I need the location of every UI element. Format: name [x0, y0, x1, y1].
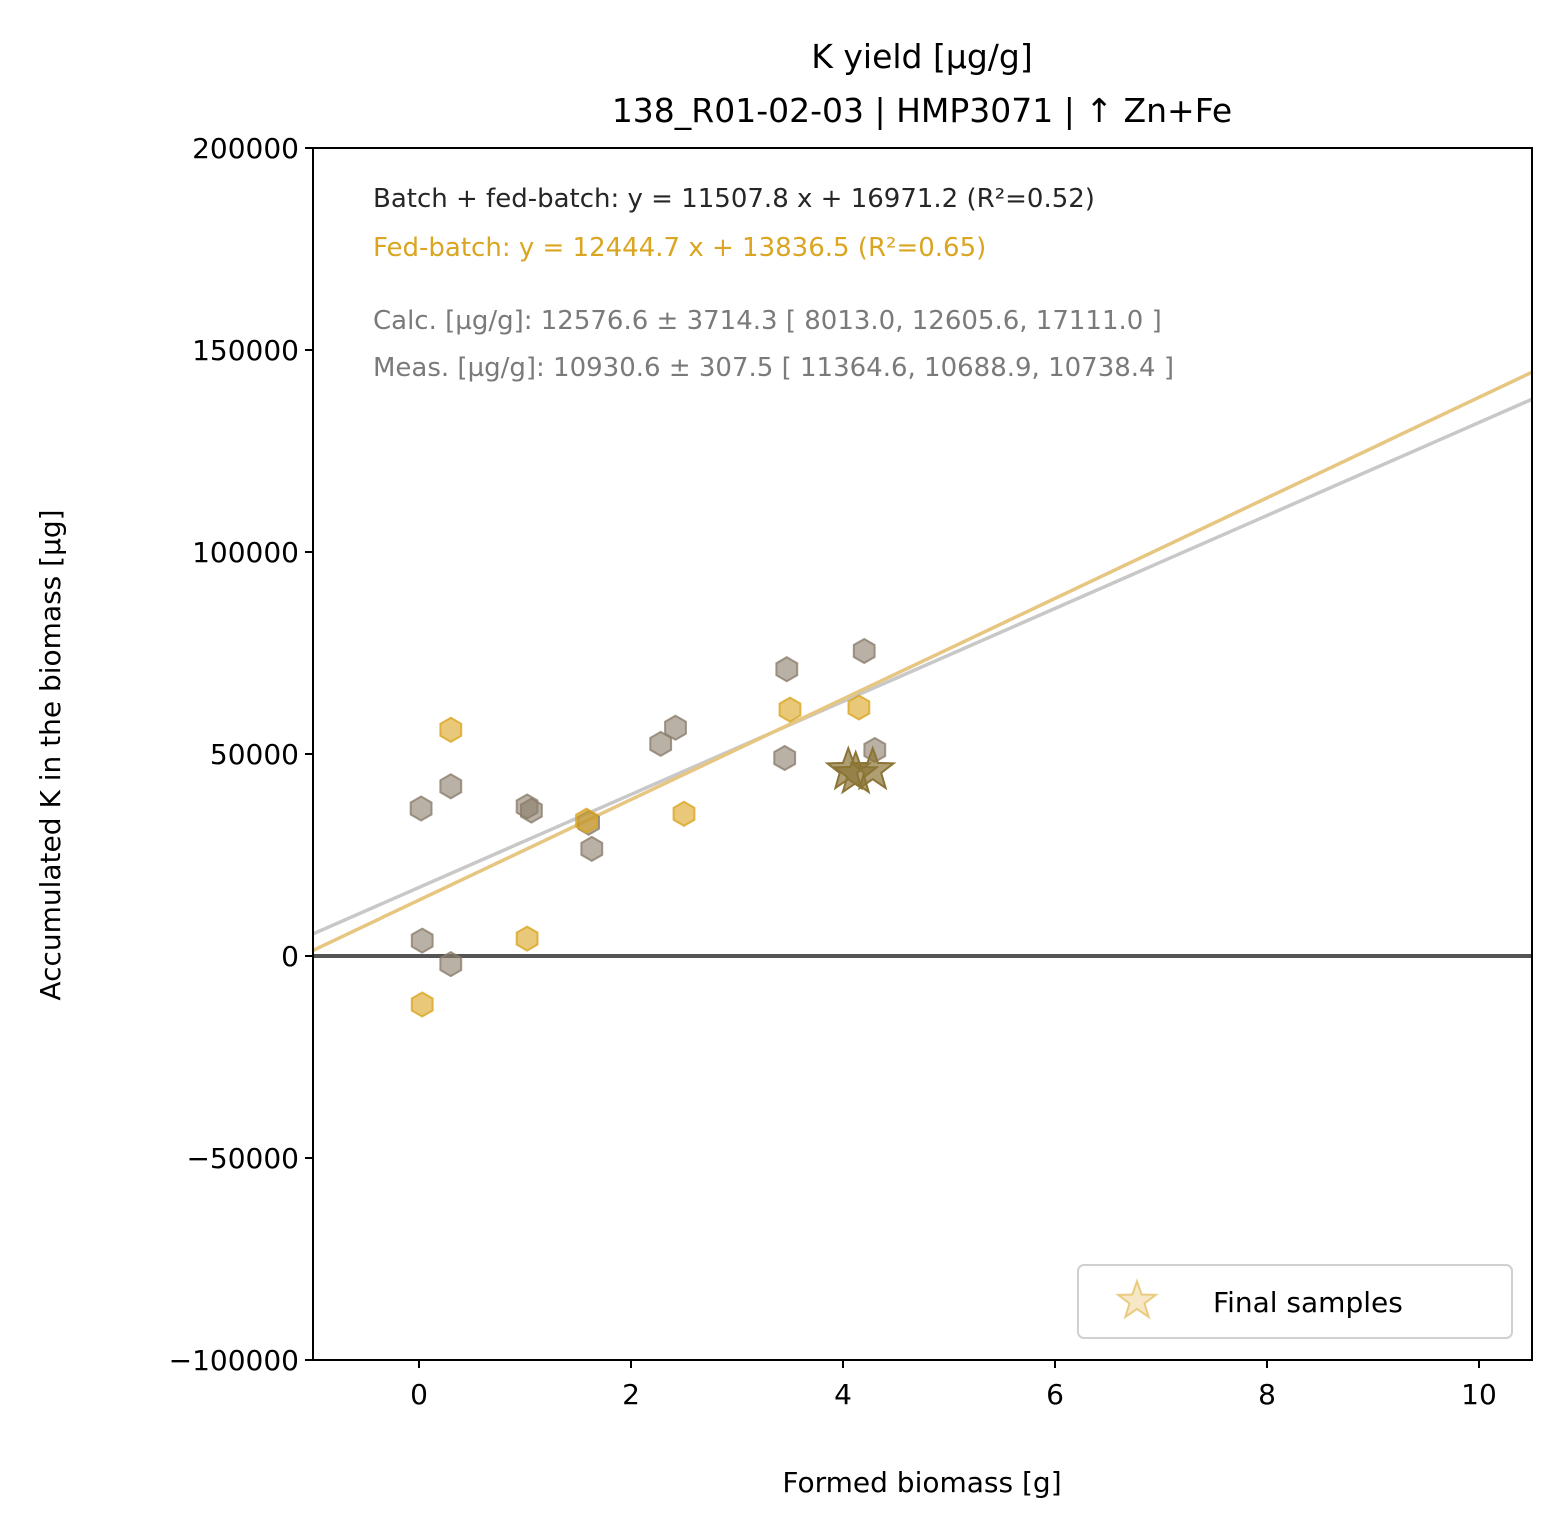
y-tick-label: 200000: [192, 132, 299, 165]
legend-box: [1077, 1264, 1513, 1339]
data-point-batch: [520, 797, 543, 824]
data-point-batch: [410, 927, 434, 954]
data-point-fed-batch: [515, 925, 539, 952]
legend-label: Final samples: [1213, 1286, 1403, 1319]
y-tick-label: 150000: [192, 334, 299, 367]
x-tick-label: 10: [1461, 1378, 1497, 1411]
annotation-1: Batch + fed-batch: y = 11507.8 x + 16971…: [373, 184, 1095, 214]
annotation-2: Fed-batch: y = 12444.7 x + 13836.5 (R²=0…: [373, 233, 986, 263]
data-point-fed-batch: [439, 716, 463, 743]
y-tick-label: 50000: [210, 738, 299, 771]
data-point-star: [848, 745, 897, 791]
y-tick-label: 0: [281, 940, 299, 973]
y-tick-label: 100000: [192, 536, 299, 569]
data-point-batch: [664, 714, 687, 741]
data-point-batch: [852, 637, 876, 665]
x-tick-label: 0: [410, 1378, 428, 1411]
annotation-4: Meas. [µg/g]: 10930.6 ± 307.5 [ 11364.6,…: [373, 353, 1174, 383]
data-point-fed-batch: [410, 991, 434, 1018]
x-tick-label: 4: [834, 1378, 852, 1411]
data-point-batch: [773, 744, 797, 772]
legend-star-icon: [1115, 1277, 1159, 1320]
data-point-batch: [409, 795, 433, 822]
plot-area: 0 2 4 6 8 10 −100000 −50000 0 50000 100000 150000 20…: [169, 132, 1533, 1411]
chart-subtitle: 138_R01-02-03 | HMP3071 | ↑ Zn+Fe: [612, 91, 1232, 130]
x-tick-label: 8: [1258, 1378, 1276, 1411]
chart-title: K yield [µg/g]: [811, 37, 1033, 76]
fit-line-1: [313, 397, 1532, 936]
x-tick-label: 6: [1046, 1378, 1064, 1411]
data-point-batch: [580, 835, 604, 863]
data-point-fed-batch: [672, 800, 696, 827]
data-point-fed-batch: [847, 694, 871, 721]
x-tick-label: 2: [622, 1378, 640, 1411]
y-axis-label: Accumulated K in the biomass [µg]: [34, 509, 67, 1000]
data-point-batch: [775, 656, 799, 683]
data-point-batch: [439, 773, 463, 800]
data-point-fed-batch: [778, 696, 802, 723]
annotation-3: Calc. [µg/g]: 12576.6 ± 3714.3 [ 8013.0,…: [373, 306, 1162, 336]
fit-line-2: [313, 370, 1532, 952]
y-tick-label: −50000: [186, 1142, 299, 1175]
data-point-fed-batch: [575, 807, 598, 834]
y-tick-label: −100000: [169, 1344, 299, 1377]
data-point-batch: [439, 950, 463, 978]
x-axis-label: Formed biomass [g]: [782, 1466, 1061, 1499]
